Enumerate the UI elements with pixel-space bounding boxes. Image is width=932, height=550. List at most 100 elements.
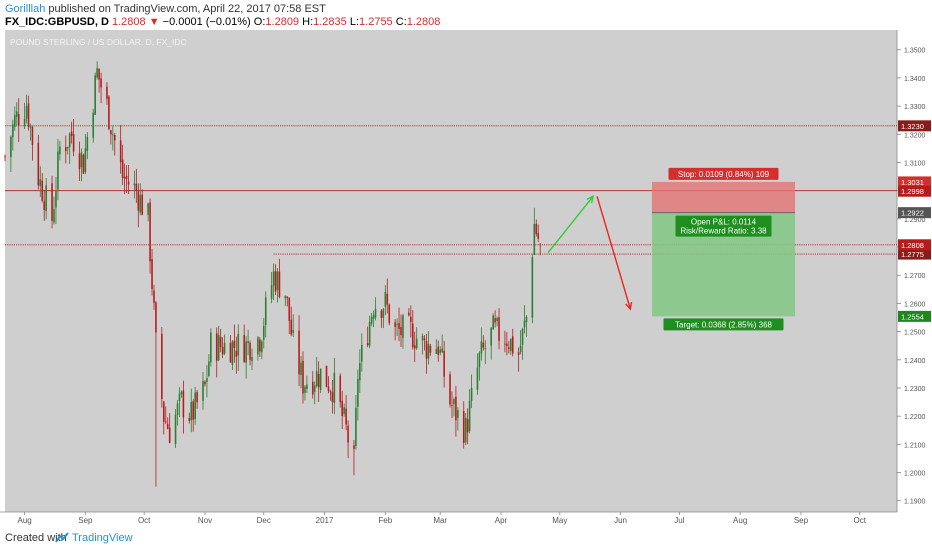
candle-body	[164, 421, 167, 423]
candle-body	[449, 374, 451, 405]
candle-body	[96, 68, 98, 78]
candle-body	[506, 343, 508, 347]
y-tick-label: 1.2200	[904, 414, 926, 421]
author-link[interactable]: Gorilllah	[5, 3, 46, 15]
candle-body	[39, 179, 42, 186]
tradingview-brand-link[interactable]: TradingView	[72, 532, 133, 544]
created-with-label: Created with	[5, 532, 67, 544]
candle-body	[219, 336, 222, 347]
price-tag-13230-box	[898, 120, 931, 132]
candle-body	[247, 341, 249, 344]
target-label: Target: 0.0368 (2.85%) 368	[675, 320, 773, 329]
y-tick-label: 1.2300	[904, 386, 926, 393]
candle-body	[174, 414, 177, 445]
candle-body	[521, 328, 524, 345]
y-tick-label: 1.3200	[904, 132, 926, 139]
candle-body	[162, 401, 165, 422]
candle-body	[125, 175, 128, 180]
candle-body	[292, 329, 294, 334]
candle-body	[380, 310, 383, 318]
up-arrow	[547, 195, 594, 254]
candle-body	[237, 333, 240, 356]
candle-body	[413, 345, 416, 349]
candle-body	[215, 333, 218, 361]
open-label: O:	[253, 16, 266, 28]
candle-body	[382, 309, 385, 318]
candle-body	[45, 185, 47, 211]
candle-body	[423, 338, 426, 340]
candle-body	[112, 134, 114, 136]
candle-body	[300, 362, 302, 375]
candle-body	[329, 391, 332, 393]
candle-body	[270, 285, 273, 299]
candle-body	[535, 223, 538, 235]
candle-body	[325, 365, 328, 387]
candle-body	[12, 124, 14, 138]
candle-body	[298, 330, 300, 375]
up-arrow-head	[586, 195, 595, 204]
candle-body	[531, 257, 534, 318]
candle-body	[10, 136, 12, 158]
price-tag-12808: 1.2808	[901, 241, 924, 250]
high-value: 1.2835	[313, 16, 347, 28]
candle-body	[525, 316, 528, 323]
price-tag-12922: 1.2922	[901, 209, 924, 218]
candle-body	[302, 360, 304, 394]
x-tick-label: Feb	[378, 516, 392, 525]
candle-body	[121, 159, 124, 178]
y-tick-label: 1.2600	[904, 301, 926, 308]
candle-body	[80, 152, 83, 168]
candle-body	[123, 176, 126, 179]
candlestick-chart[interactable]: 1.35001.34001.33001.32001.31001.30001.29…	[0, 30, 932, 528]
candle-body	[276, 271, 279, 291]
candle-body	[484, 348, 487, 349]
candle-body	[135, 183, 138, 191]
candle-body	[23, 118, 26, 126]
candle-body	[221, 346, 224, 355]
candle-body	[110, 130, 112, 135]
price-tag-13031: 1.3031	[901, 178, 924, 187]
price-tag-13230: 1.3230	[901, 122, 924, 131]
candle-body	[286, 296, 289, 298]
x-tick-label: Apr	[495, 516, 508, 525]
candle-body	[223, 342, 226, 354]
candle-body	[333, 372, 336, 403]
candle-body	[480, 341, 483, 354]
candle-body	[127, 181, 130, 185]
chart-area[interactable]: 1.35001.34001.33001.32001.31001.30001.29…	[0, 30, 932, 528]
candle-body	[396, 324, 398, 326]
last-price: 1.2808	[111, 16, 146, 28]
pnl-box	[675, 215, 772, 237]
candle-body	[113, 135, 116, 141]
price-tag-12998-box	[898, 185, 931, 197]
candle-body	[464, 418, 467, 443]
price-tag-12808-box	[898, 239, 931, 251]
x-tick-label: Dec	[257, 516, 271, 525]
stop-label-box	[668, 167, 779, 180]
y-tick-label: 1.3400	[904, 76, 926, 83]
candle-body	[272, 271, 275, 286]
candle-body	[245, 341, 247, 363]
candle-body	[66, 146, 69, 149]
x-tick-label: Aug	[733, 516, 747, 525]
candle-body	[168, 427, 171, 443]
candle-body	[94, 75, 96, 115]
price-tag-12554: 1.2554	[901, 312, 924, 321]
candle-body	[64, 147, 67, 151]
candle-body	[284, 295, 287, 299]
candle-body	[235, 350, 238, 357]
tradingview-logo-icon[interactable]	[55, 531, 70, 544]
candle-body	[59, 146, 61, 155]
candle-body	[249, 342, 251, 360]
open-value: 1.2809	[265, 16, 300, 28]
candle-body	[82, 154, 85, 174]
x-tick-label: Jul	[674, 516, 684, 525]
candle-body	[370, 316, 373, 324]
low-label: L:	[349, 16, 360, 28]
candle-body	[262, 325, 265, 340]
candle-body	[539, 244, 541, 246]
candle-body	[92, 112, 95, 138]
candle-body	[398, 322, 400, 330]
rr-label: Risk/Reward Ratio: 3.38	[680, 227, 767, 236]
candle-body	[233, 340, 236, 348]
